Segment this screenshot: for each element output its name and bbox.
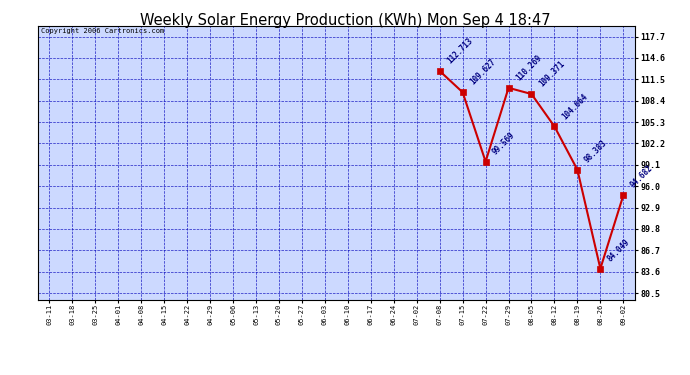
Text: 84.049: 84.049 [606,237,632,263]
Point [480,159,491,165]
Text: 110.269: 110.269 [514,53,543,82]
Text: Weekly Solar Energy Production (KWh) Mon Sep 4 18:47: Weekly Solar Energy Production (KWh) Mon… [139,13,551,28]
Text: 109.371: 109.371 [537,59,566,88]
Point [618,192,629,198]
Point [503,85,514,91]
Point [457,89,468,95]
Text: 104.664: 104.664 [560,92,589,121]
Text: 109.627: 109.627 [469,57,497,87]
Text: 98.383: 98.383 [583,138,609,164]
Point [526,91,537,97]
Text: Copyright 2006 Cartronics.com: Copyright 2006 Cartronics.com [41,28,164,34]
Point [549,123,560,129]
Text: 112.713: 112.713 [445,36,475,65]
Text: 99.569: 99.569 [491,130,517,156]
Point [595,266,606,272]
Point [434,68,445,74]
Point [572,167,583,173]
Text: 94.682: 94.682 [629,164,655,190]
